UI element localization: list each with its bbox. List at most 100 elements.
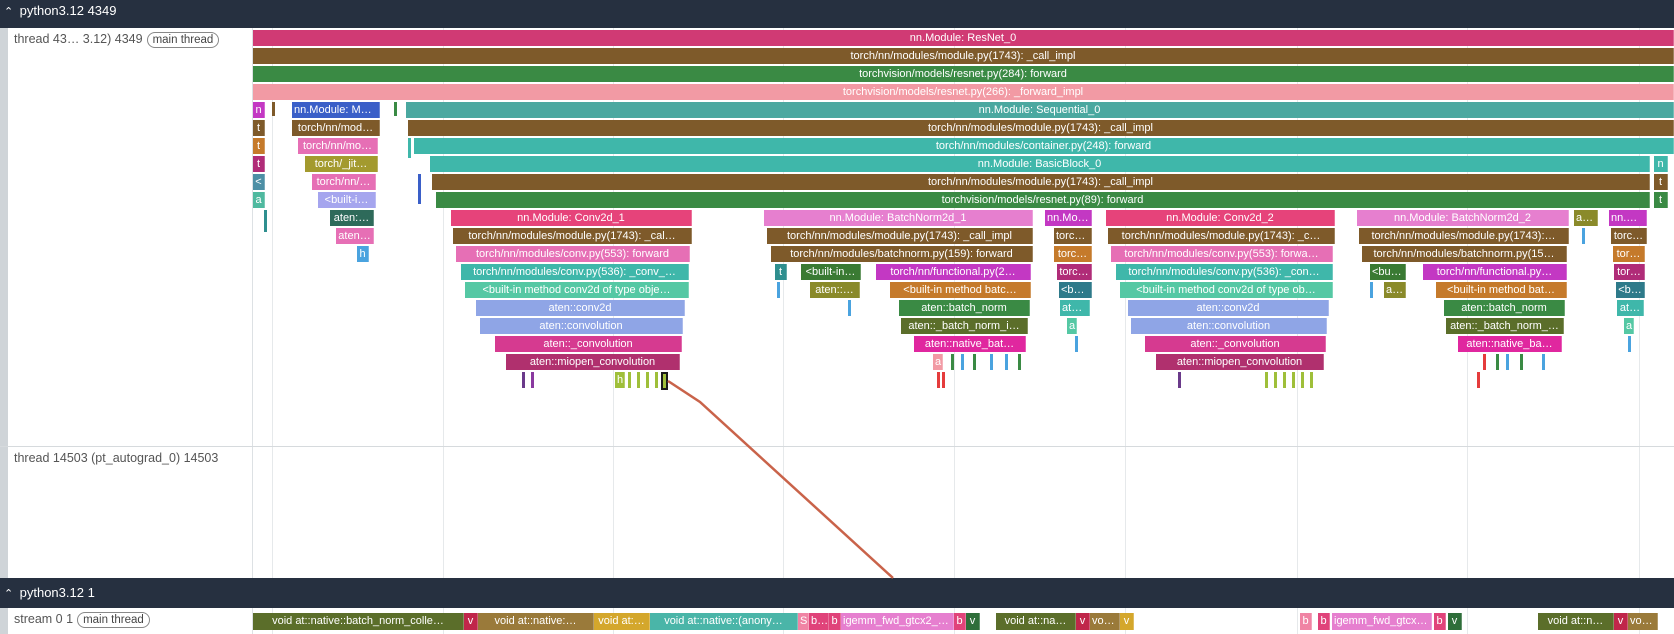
stream-slice[interactable]: b bbox=[1318, 613, 1330, 630]
flame-slice[interactable]: nn.Mod… bbox=[1045, 210, 1092, 226]
flame-slice[interactable]: torch/nn/modules/conv.py(536): _con… bbox=[1116, 264, 1333, 280]
flame-slice-tiny[interactable] bbox=[1292, 372, 1295, 388]
stream-slice[interactable]: void at:… bbox=[594, 613, 650, 630]
flame-slice[interactable]: aten::… bbox=[810, 282, 860, 298]
stream-slice[interactable]: v bbox=[1076, 613, 1090, 630]
flame-slice[interactable]: <bu… bbox=[1059, 282, 1092, 298]
flame-slice-tiny[interactable] bbox=[1628, 336, 1631, 352]
flame-slice-tiny[interactable] bbox=[1370, 282, 1373, 298]
flame-slice[interactable]: torch/nn/modules/conv.py(536): _conv_… bbox=[461, 264, 689, 280]
stream-slice[interactable]: void at::native::batch_norm_colle… bbox=[253, 613, 464, 630]
flame-slice[interactable]: <built-in method batc… bbox=[890, 282, 1031, 298]
flame-slice-tiny[interactable] bbox=[1582, 228, 1585, 244]
flame-slice[interactable]: torch/nn/modules/conv.py(553): forward bbox=[456, 246, 690, 262]
flame-slice[interactable]: t bbox=[1654, 192, 1668, 208]
flame-slice[interactable]: aten… bbox=[336, 228, 374, 244]
flame-slice[interactable]: aten::conv2d bbox=[476, 300, 685, 316]
flame-slice[interactable]: torch/nn/modules/module.py(1743): _call_… bbox=[253, 48, 1674, 64]
flame-slice[interactable]: aten::_convolution bbox=[495, 336, 682, 352]
flame-slice[interactable]: t bbox=[775, 264, 787, 280]
stream-slice[interactable]: void at::na… bbox=[996, 613, 1076, 630]
flame-slice[interactable]: nn.Module: Ma… bbox=[292, 102, 380, 118]
flame-slice-tiny[interactable] bbox=[272, 102, 275, 116]
flame-slice-tiny[interactable] bbox=[973, 354, 976, 370]
flame-slice-tiny[interactable] bbox=[848, 300, 851, 316]
stream-slice[interactable]: v bbox=[966, 613, 980, 630]
stream-slice[interactable]: b bbox=[1434, 613, 1446, 630]
flame-slice[interactable]: torch/nn/mod… bbox=[292, 120, 380, 136]
flame-slice[interactable]: n bbox=[1654, 156, 1668, 172]
main-thread-track-label[interactable]: thread 43… 3.12) 4349 main thread bbox=[14, 32, 220, 48]
flame-slice[interactable]: aten::_batch_norm_… bbox=[1446, 318, 1564, 334]
flame-slice[interactable]: nn.Module: ResNet_0 bbox=[253, 30, 1674, 46]
stream-slice[interactable]: S bbox=[798, 613, 809, 630]
flame-slice[interactable]: <b… bbox=[1616, 282, 1645, 298]
flame-slice[interactable]: nn.Module: BasicBlock_0 bbox=[430, 156, 1650, 172]
flame-slice[interactable]: aten::miopen_convolution bbox=[1156, 354, 1324, 370]
flame-slice[interactable]: torch/nn/modules/module.py(1743): _c… bbox=[1108, 228, 1335, 244]
flame-slice[interactable]: t bbox=[253, 138, 265, 154]
stream-slice[interactable]: v bbox=[1120, 613, 1134, 630]
flame-slice-tiny[interactable] bbox=[1283, 372, 1286, 388]
flame-slice[interactable]: torch/nn/functional.py… bbox=[1423, 264, 1567, 280]
flame-slice-tiny[interactable] bbox=[408, 138, 411, 158]
flame-slice[interactable]: torch/nn/mo… bbox=[298, 138, 378, 154]
flame-slice-tiny[interactable] bbox=[646, 372, 649, 388]
flame-slice[interactable]: torch/nn/modules/module.py(1743): _call_… bbox=[767, 228, 1033, 244]
flame-slice[interactable]: <built-in method bat… bbox=[1436, 282, 1567, 298]
stream-slice[interactable]: v bbox=[1614, 613, 1628, 630]
chevron-up-icon[interactable]: ⌃ bbox=[4, 588, 14, 600]
flame-slice[interactable]: <bui… bbox=[1370, 264, 1406, 280]
flame-slice[interactable]: aten::native_bat… bbox=[914, 336, 1026, 352]
flame-slice-tiny[interactable] bbox=[961, 354, 964, 370]
flame-slice[interactable]: a bbox=[1624, 318, 1634, 334]
stream-slice[interactable]: void at::native::(anony… bbox=[650, 613, 798, 630]
flame-slice[interactable]: aten::batch_norm bbox=[899, 300, 1030, 316]
flame-slice[interactable]: torc… bbox=[1057, 264, 1092, 280]
flame-slice-tiny[interactable] bbox=[264, 210, 267, 232]
flame-slice[interactable]: torch/_jit… bbox=[305, 156, 378, 172]
flame-slice-tiny[interactable] bbox=[1265, 372, 1268, 388]
stream-slice[interactable]: b bbox=[1300, 613, 1312, 630]
selected-slice[interactable] bbox=[661, 372, 668, 390]
flame-slice-tiny[interactable] bbox=[951, 354, 954, 370]
flame-slice[interactable]: <built-i… bbox=[318, 192, 376, 208]
stream-slice[interactable]: voi… bbox=[1090, 613, 1120, 630]
flame-slice[interactable]: torch/nn/modules/conv.py(553): forwa… bbox=[1111, 246, 1333, 262]
flame-slice[interactable]: torch/nn/modules/container.py(248): forw… bbox=[414, 138, 1674, 154]
flame-slice[interactable]: torc… bbox=[1611, 228, 1647, 244]
flame-slice-tiny[interactable] bbox=[942, 372, 945, 388]
flame-slice-tiny[interactable] bbox=[418, 174, 421, 204]
flame-slice[interactable]: torc… bbox=[1054, 246, 1092, 262]
flame-slice[interactable]: <built-in method conv2d of type obje… bbox=[465, 282, 689, 298]
flame-slice[interactable]: aten::miopen_convolution bbox=[506, 354, 680, 370]
stream-slice[interactable]: void at::native:… bbox=[478, 613, 594, 630]
flame-slice[interactable]: nn.Module: Conv2d_2 bbox=[1106, 210, 1335, 226]
autograd-thread-track-label[interactable]: thread 14503 (pt_autograd_0) 14503 bbox=[14, 451, 218, 465]
flame-slice-tiny[interactable] bbox=[1542, 354, 1545, 370]
flame-slice[interactable]: aten::batch_norm bbox=[1444, 300, 1565, 316]
flame-slice-tiny[interactable] bbox=[1496, 354, 1499, 370]
flame-slice-tiny[interactable] bbox=[1310, 372, 1313, 388]
flame-slice-tiny[interactable] bbox=[1301, 372, 1304, 388]
stream-slice[interactable]: voi… bbox=[1628, 613, 1658, 630]
flame-slice[interactable]: n bbox=[253, 102, 265, 118]
process-header[interactable]: ⌃ python3.12 1 bbox=[0, 578, 1674, 608]
flame-slice[interactable]: tor… bbox=[1614, 264, 1645, 280]
stream-slice[interactable]: v bbox=[464, 613, 478, 630]
flame-slice-tiny[interactable] bbox=[394, 102, 397, 116]
flame-slice[interactable]: t bbox=[1654, 174, 1668, 190]
flame-slice-tiny[interactable] bbox=[1178, 372, 1181, 388]
flame-slice[interactable]: at… bbox=[1574, 210, 1598, 226]
flame-slice-tiny[interactable] bbox=[628, 372, 631, 388]
flame-slice-tiny[interactable] bbox=[1520, 354, 1523, 370]
flame-chart[interactable]: nn.Module: ResNet_0 torch/nn/modules/modu… bbox=[253, 30, 1674, 446]
flame-slice-tiny[interactable] bbox=[531, 372, 534, 388]
flame-slice[interactable]: t bbox=[253, 120, 265, 136]
flame-slice-tiny[interactable] bbox=[1274, 372, 1277, 388]
flame-slice[interactable]: torch/nn/modules/batchnorm.py(159): forw… bbox=[771, 246, 1033, 262]
stream-slice[interactable]: igemm_fwd_gtcx2… bbox=[1332, 613, 1432, 630]
flame-slice[interactable]: a bbox=[253, 192, 265, 208]
flame-slice-tiny[interactable] bbox=[1075, 336, 1078, 352]
flame-slice-tiny[interactable] bbox=[655, 372, 658, 388]
